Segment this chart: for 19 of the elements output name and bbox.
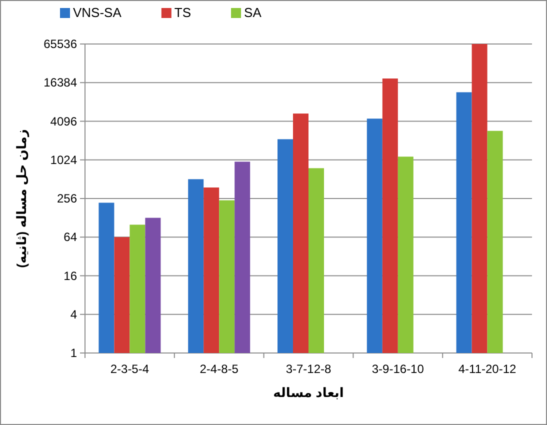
x-tick-label: 2-4-8-5 xyxy=(200,362,239,376)
y-tick-label: 1024 xyxy=(50,152,78,167)
y-axis-title: زمان حل مساله (ثانیه) xyxy=(14,129,30,268)
y-tick-label: 1 xyxy=(70,346,78,360)
y-tick-label: 16384 xyxy=(44,76,78,90)
legend-label: TS xyxy=(174,5,192,20)
x-tick-label: 3-9-16-10 xyxy=(372,362,424,376)
x-tick-label: 3-7-12-8 xyxy=(286,362,332,376)
x-tick-label: 2-3-5-4 xyxy=(110,362,150,376)
x-tick-label: 4-11-20-12 xyxy=(458,362,517,376)
y-tick-label: 16 xyxy=(64,268,78,283)
y-tick-label: 4096 xyxy=(50,114,78,128)
legend-label: SA xyxy=(244,5,262,20)
y-tick-label: 65536 xyxy=(44,37,78,51)
y-tick-label: 256 xyxy=(56,192,78,206)
y-tick-label: 64 xyxy=(64,230,78,244)
x-axis-title: ابعاد مساله xyxy=(273,385,344,400)
legend-label: VNS-SA xyxy=(73,5,122,20)
y-tick-label: 4 xyxy=(70,307,78,322)
